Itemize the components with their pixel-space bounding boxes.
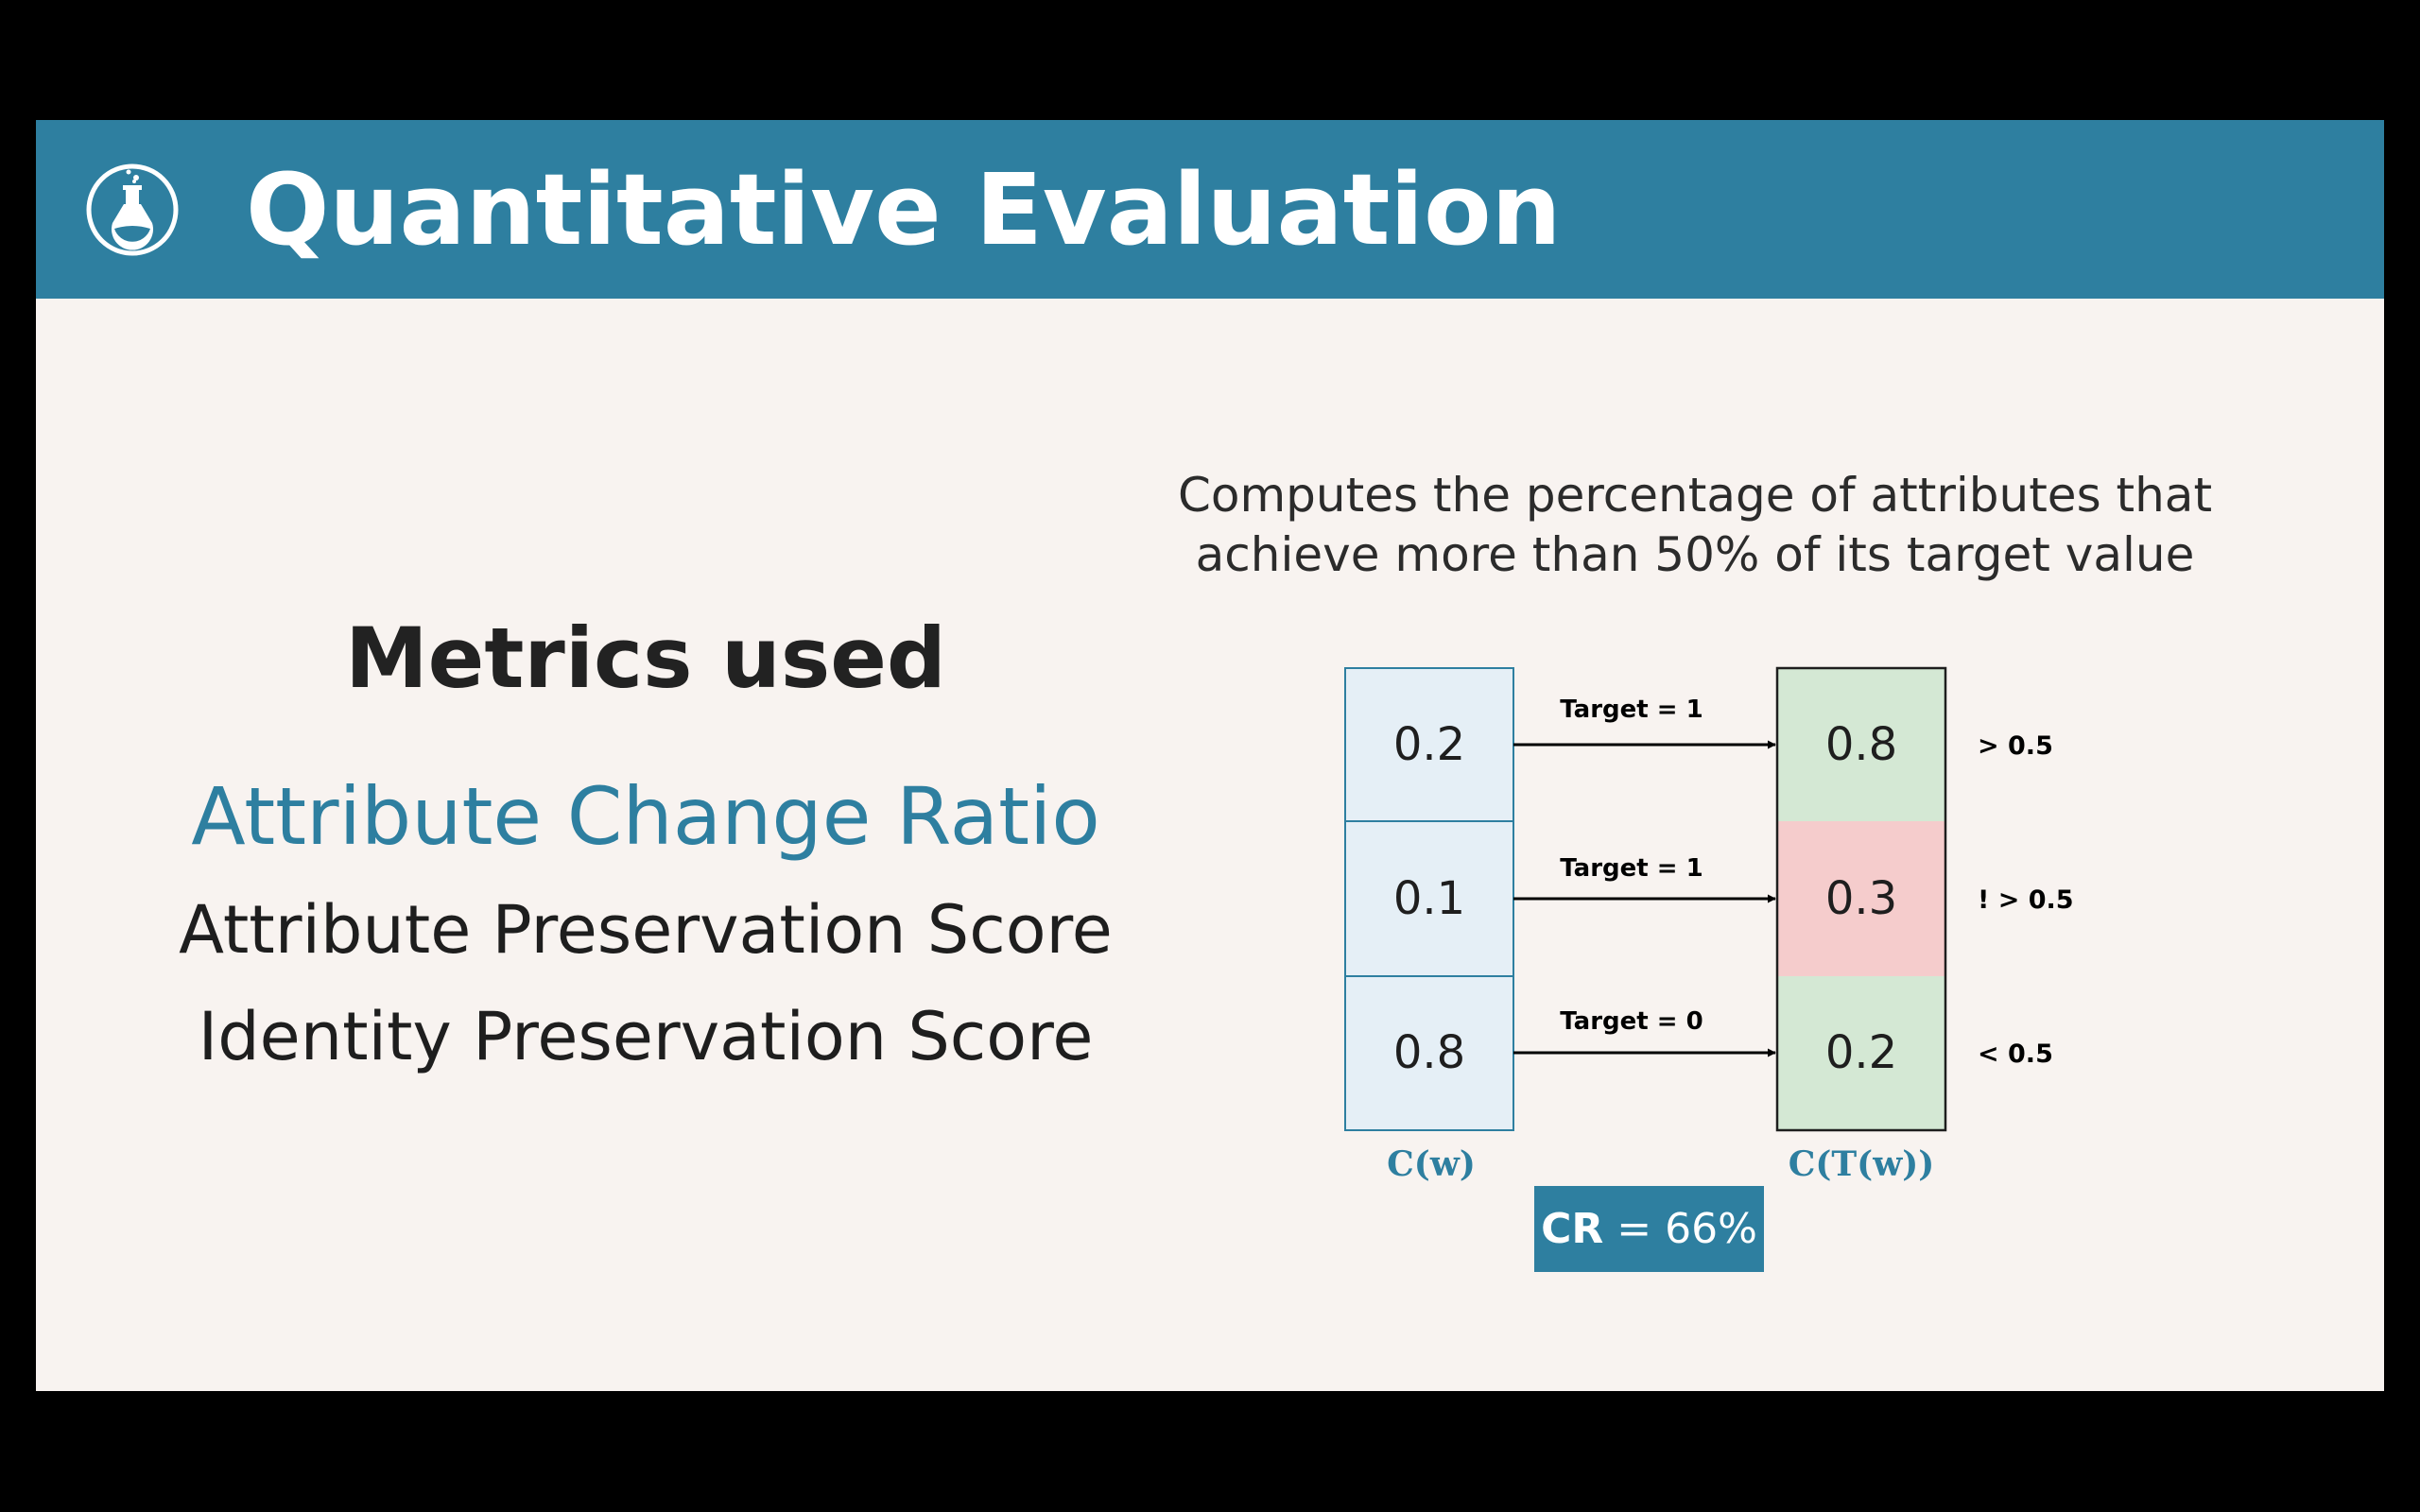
metric-attribute-preservation-score: Attribute Preservation Score	[179, 891, 1113, 969]
change-ratio-result: CR = 66%	[1534, 1186, 1764, 1272]
input-cell	[1344, 820, 1514, 977]
output-value: 0.3	[1825, 872, 1897, 925]
output-column-label: C(T(w))	[1789, 1144, 1935, 1184]
description-line: Computes the percentage of attributes th…	[1177, 468, 2213, 523]
flask-icon	[86, 163, 179, 256]
input-cell	[1344, 667, 1514, 822]
output-value: 0.8	[1825, 718, 1897, 771]
input-value: 0.2	[1393, 718, 1465, 771]
conditions: > 0.5 ! > 0.5 < 0.5	[1978, 731, 2074, 1069]
metric-identity-preservation-score: Identity Preservation Score	[198, 998, 1094, 1075]
target-label: Target = 1	[1560, 854, 1703, 883]
result-name: CR	[1541, 1205, 1604, 1253]
arrows: Target = 1 Target = 1 Target = 0	[1513, 696, 1776, 1057]
diagram-canvas: 0.2 0.1 0.8 0.8 0.3 0.2 Target = 1 Ta	[1344, 666, 2074, 1184]
condition-label: > 0.5	[1978, 731, 2053, 761]
metric-attribute-change-ratio: Attribute Change Ratio	[191, 770, 1100, 863]
output-cell-pass	[1777, 976, 1945, 1130]
input-column: 0.2 0.1 0.8	[1344, 667, 1514, 1131]
condition-label: < 0.5	[1978, 1040, 2053, 1069]
condition-label: ! > 0.5	[1978, 885, 2074, 915]
target-label: Target = 1	[1560, 696, 1703, 724]
metrics-heading: Metrics used	[345, 610, 946, 707]
change-ratio-diagram: 0.2 0.1 0.8 0.8 0.3 0.2 Target = 1 Ta	[36, 120, 2384, 1391]
target-label: Target = 0	[1560, 1007, 1703, 1036]
output-cell-fail	[1777, 821, 1945, 976]
output-column-border	[1775, 666, 1947, 1132]
input-cell	[1344, 975, 1514, 1131]
output-column: 0.8 0.3 0.2	[1775, 666, 1947, 1132]
diagram-description: Computes the percentage of attributes th…	[1151, 466, 2238, 585]
output-cell-pass	[1777, 668, 1945, 821]
page-title: Quantitative Evaluation	[246, 152, 1562, 267]
input-value: 0.8	[1393, 1026, 1465, 1079]
input-column-label: C(w)	[1387, 1144, 1476, 1184]
title-bar: Quantitative Evaluation	[36, 120, 2384, 299]
output-value: 0.2	[1825, 1026, 1897, 1079]
description-line: achieve more than 50% of its target valu…	[1195, 527, 2195, 582]
input-value: 0.1	[1393, 872, 1465, 925]
slide: Quantitative Evaluation Metrics used Att…	[36, 120, 2384, 1391]
result-value: = 66%	[1616, 1205, 1757, 1253]
